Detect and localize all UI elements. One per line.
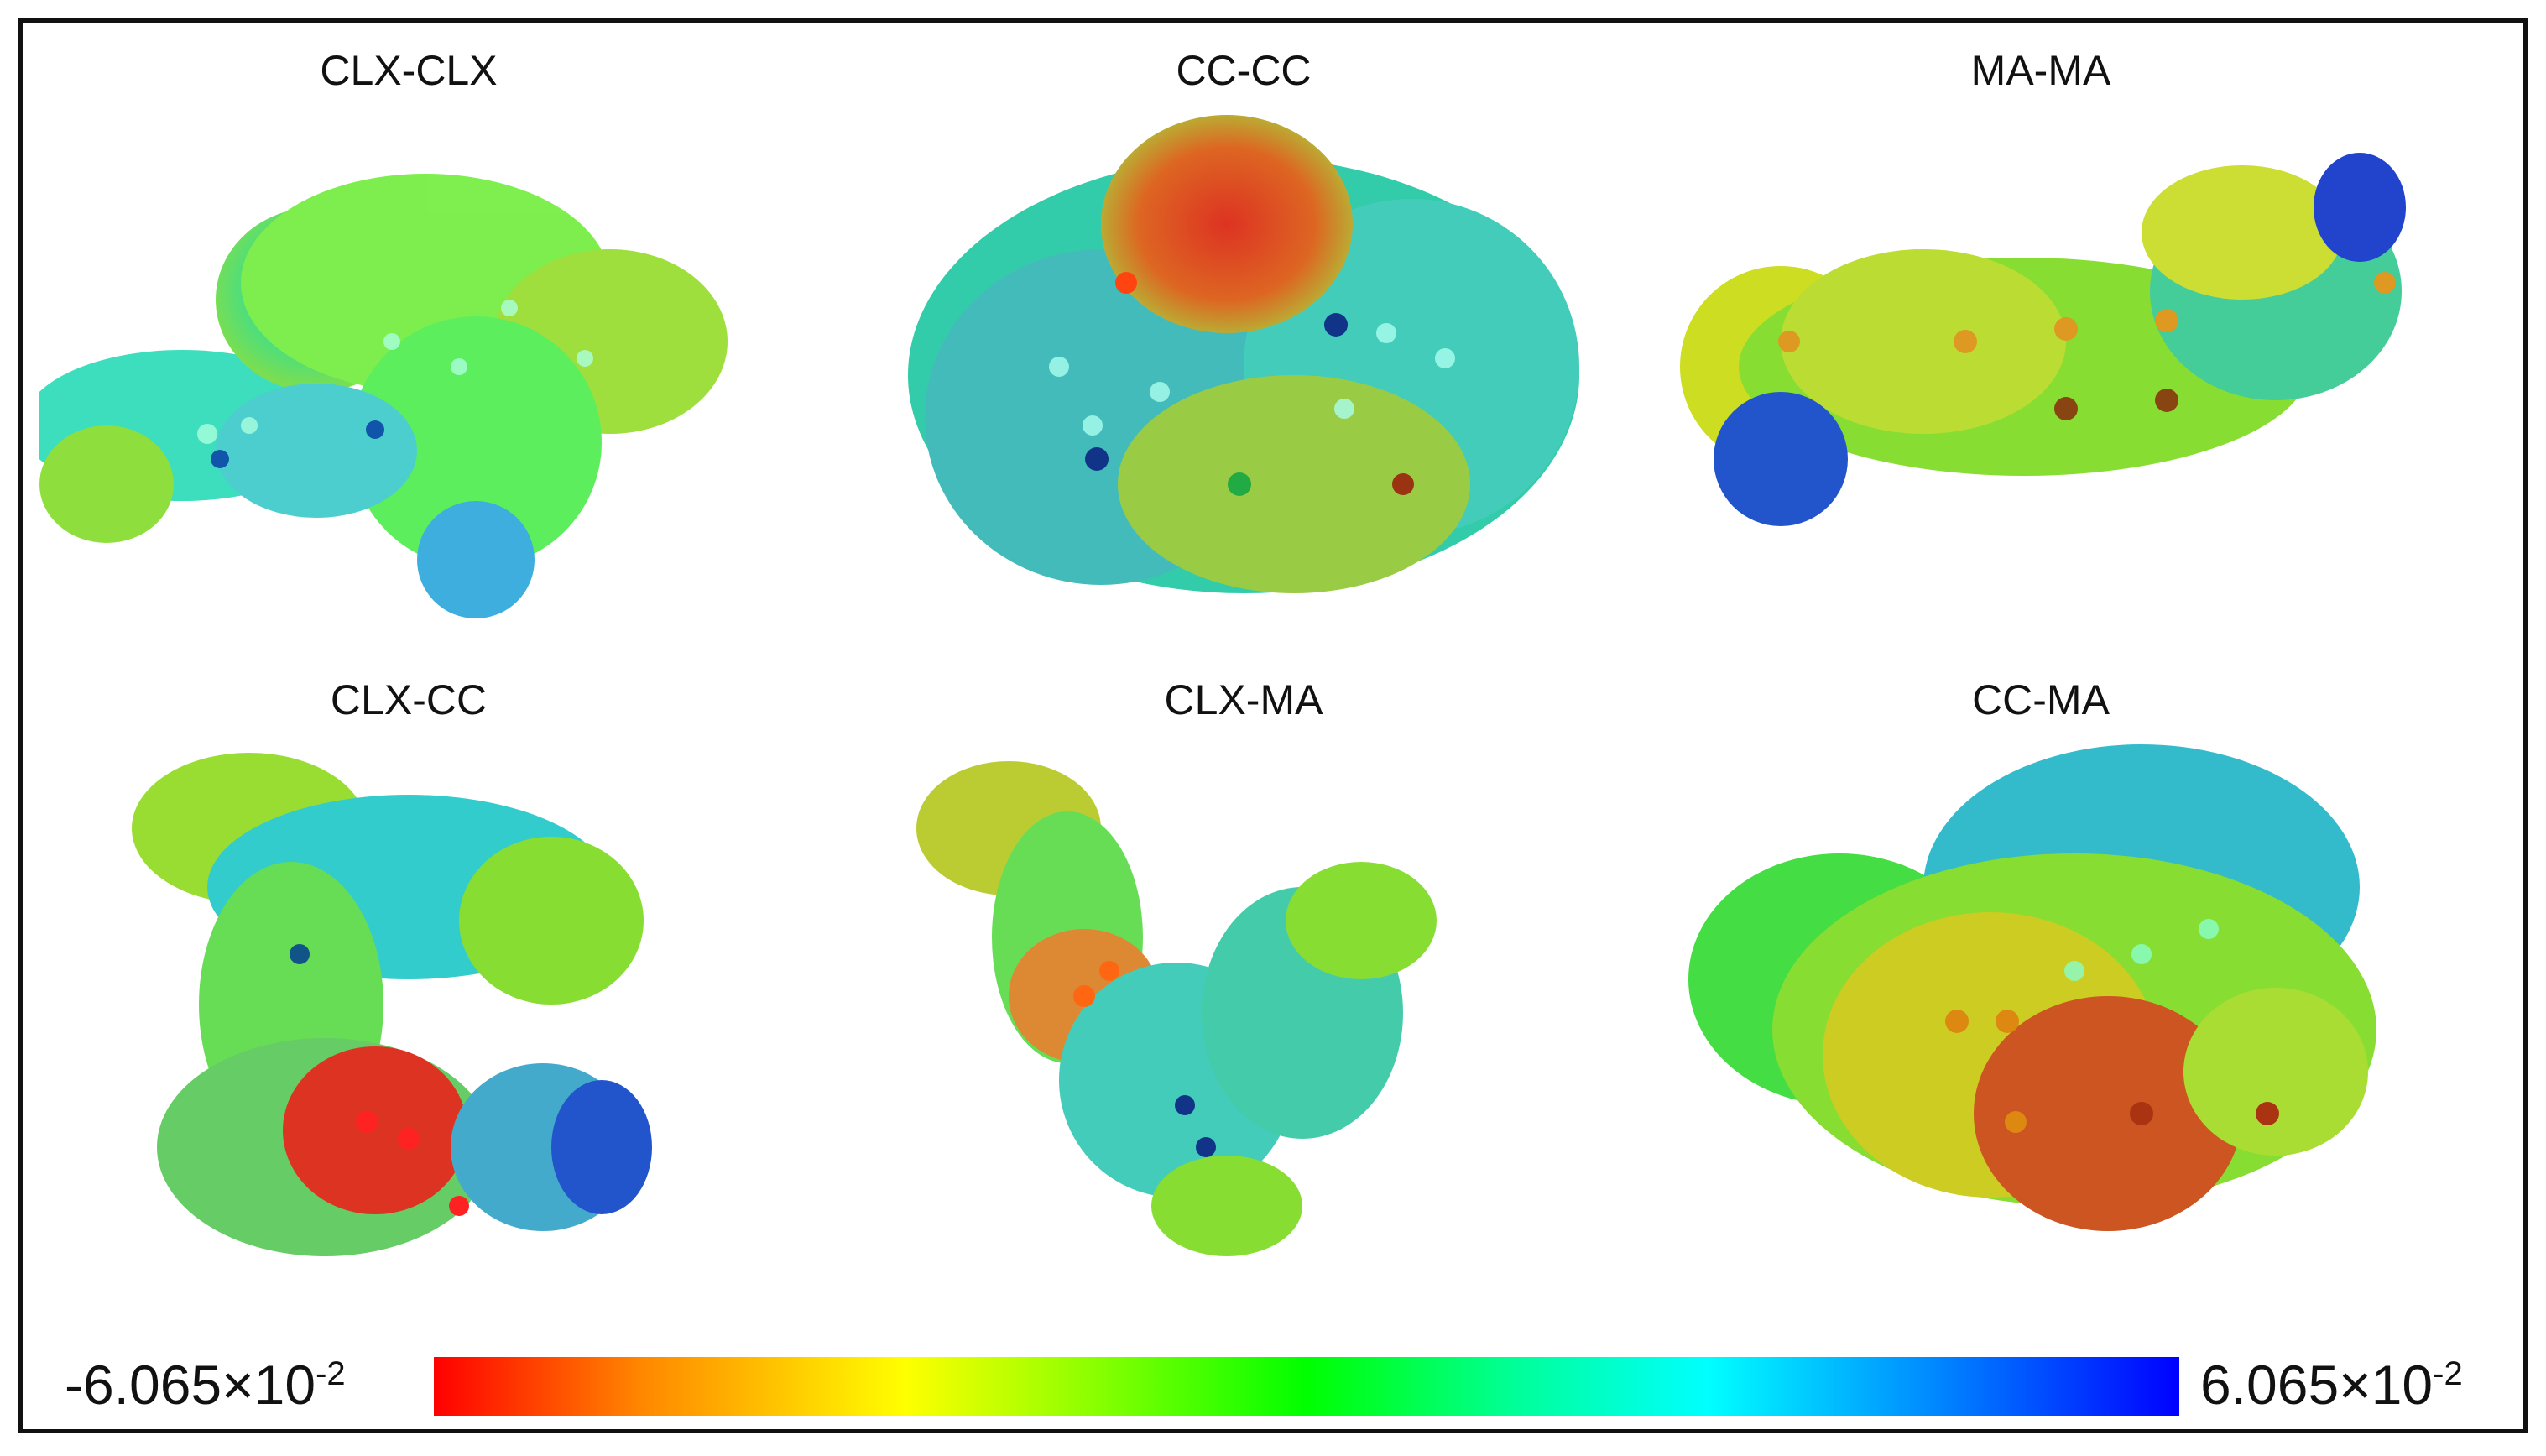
scale-max-exponent: -2 xyxy=(2433,1355,2463,1392)
panel-clx-ma: CLX-MA xyxy=(874,669,1613,1256)
esp-surface-clx-ma xyxy=(916,761,1437,1256)
scale-max-mantissa: 6.065×10 xyxy=(2200,1354,2434,1416)
esp-surface-clx-cc xyxy=(132,753,652,1256)
panel-cc-ma: CC-MA xyxy=(1672,669,2410,1256)
esp-surface-ma-ma xyxy=(1680,153,2406,526)
esp-surface-clx-clx xyxy=(39,174,728,618)
panel-clx-cc: CLX-CC xyxy=(39,669,778,1256)
figure-frame: CLX-CLX xyxy=(18,18,2528,1433)
scale-min-label: -6.065×10-2 xyxy=(65,1353,346,1417)
panel-cc-cc: CC-CC xyxy=(874,39,1613,627)
esp-surface-cc-cc xyxy=(908,115,1579,593)
panel-label: CLX-CC xyxy=(330,676,488,723)
panel-label: CC-CC xyxy=(1176,47,1312,94)
panel-label: MA-MA xyxy=(1970,47,2111,94)
panel-label: CLX-MA xyxy=(1164,676,1323,723)
esp-surface-cc-ma xyxy=(1688,744,2376,1231)
scale-max-label: 6.065×10-2 xyxy=(2200,1353,2463,1417)
scale-min-mantissa: -6.065×10 xyxy=(65,1354,316,1416)
scale-min-exponent: -2 xyxy=(316,1355,346,1392)
panel-label: CC-MA xyxy=(1972,676,2110,723)
panel-clx-clx: CLX-CLX xyxy=(39,39,778,627)
panel-label: CLX-CLX xyxy=(320,47,498,94)
color-scale-bar xyxy=(434,1357,2179,1416)
panel-ma-ma: MA-MA xyxy=(1672,39,2410,627)
